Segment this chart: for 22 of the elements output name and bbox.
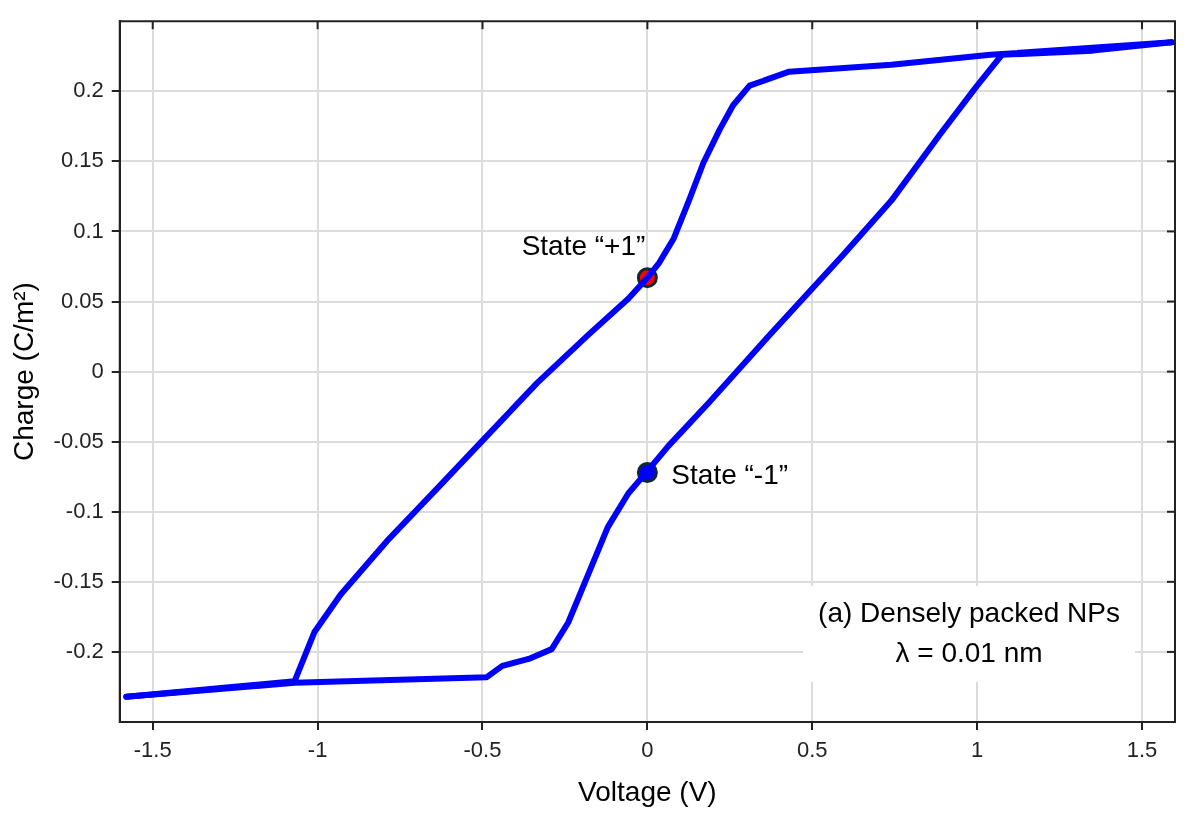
y-tick-label: 0 — [91, 357, 104, 383]
y-tick-label: 0.1 — [73, 217, 104, 243]
x-tick-label: 1.5 — [1126, 737, 1158, 763]
x-tick-label: -0.5 — [463, 737, 502, 763]
y-tick-label: 0.05 — [60, 287, 104, 313]
y-tick-label: 0.2 — [73, 77, 104, 103]
x-tick-label: 1 — [971, 737, 984, 763]
annotation: State “+1” — [521, 230, 646, 262]
annotation: State “-1” — [671, 459, 789, 491]
y-tick-label: -0.1 — [65, 497, 104, 523]
x-tick-label: 0 — [641, 737, 654, 763]
annotation: λ = 0.01 nm — [895, 636, 1043, 668]
y-tick-label: -0.2 — [65, 637, 104, 663]
x-axis-title: Voltage (V) — [578, 775, 717, 807]
x-tick-label: -1 — [307, 737, 328, 763]
y-tick-label: -0.15 — [53, 567, 104, 593]
annotation: (a) Densely packed NPs — [818, 596, 1120, 628]
y-tick-label: 0.15 — [60, 147, 104, 173]
y-tick-label: -0.05 — [53, 427, 104, 453]
y-axis-title: Charge (C/m²) — [7, 282, 39, 462]
x-tick-label: 0.5 — [796, 737, 828, 763]
x-tick-label: -1.5 — [133, 737, 172, 763]
